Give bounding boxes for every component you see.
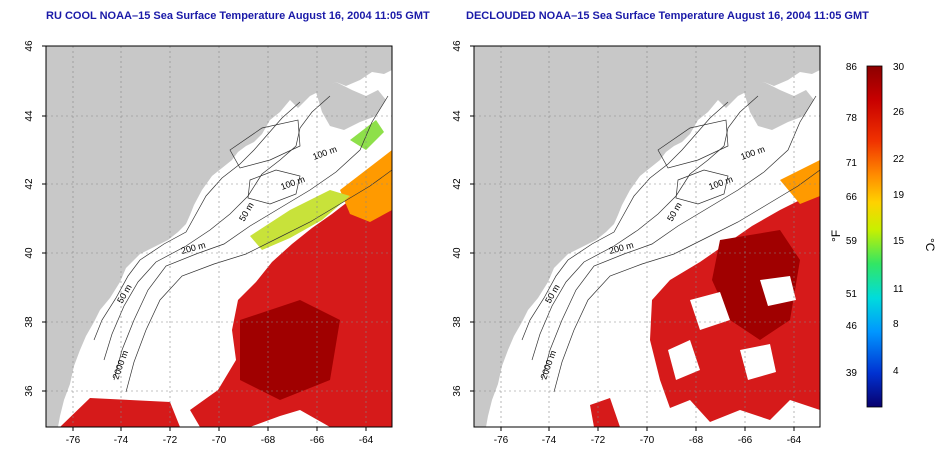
y-tick-label: 38 [452, 316, 463, 328]
celsius-tick: 30 [893, 62, 905, 73]
y-tick-label: 46 [452, 40, 463, 52]
contour-georges [247, 169, 301, 205]
y-tick-label: 36 [452, 385, 463, 397]
map-panel-left [46, 46, 392, 427]
celsius-tick: 19 [893, 190, 905, 201]
x-tick-label: -68 [261, 435, 276, 446]
land-mass [46, 46, 392, 427]
celsius-tick: 4 [893, 366, 899, 377]
fahrenheit-tick: 78 [846, 113, 858, 124]
fahrenheit-tick: 59 [846, 236, 858, 247]
nova-scotia [744, 82, 814, 130]
fahrenheit-tick: 86 [846, 62, 858, 73]
fahrenheit-tick: 51 [846, 289, 858, 300]
y-tick-label: 40 [452, 247, 463, 259]
contour-50m [521, 101, 729, 341]
x-tick-label: -74 [114, 435, 129, 446]
x-tick-label: -66 [310, 435, 325, 446]
x-tick-label: -76 [66, 435, 81, 446]
x-tick-label: -66 [738, 435, 753, 446]
title-left: RU COOL NOAA–15 Sea Surface Temperature … [46, 10, 430, 22]
sst-shelf-green [350, 120, 384, 150]
y-tick-label: 42 [24, 178, 35, 190]
y-tick-label: 44 [24, 110, 35, 122]
x-tick-label: -76 [494, 435, 509, 446]
sst-deep-red [240, 300, 340, 400]
celsius-tick: 22 [893, 154, 905, 165]
y-tick-label: 40 [24, 247, 35, 259]
celsius-tick: 26 [893, 107, 905, 118]
celsius-label: °C [923, 238, 937, 252]
x-tick-label: -72 [163, 435, 178, 446]
land-mass [474, 46, 820, 427]
fahrenheit-tick: 66 [846, 192, 858, 203]
contour-200m [541, 95, 817, 381]
title-right: DECLOUDED NOAA–15 Sea Surface Temperatur… [466, 10, 869, 22]
sst-orange-band [780, 160, 820, 204]
contour-gulf-maine [229, 119, 301, 169]
colorbar [866, 65, 883, 408]
y-tick-label: 36 [24, 385, 35, 397]
map-panel-right [474, 46, 820, 427]
nova-scotia [316, 82, 386, 130]
contour-50m [93, 101, 301, 341]
contour-gulf-maine [657, 119, 729, 169]
contour-100m [103, 95, 331, 361]
contour-2000m [125, 169, 392, 393]
contour-georges [675, 169, 729, 205]
fahrenheit-label: °F [829, 230, 843, 242]
y-tick-label: 46 [24, 40, 35, 52]
sst-south-warm [60, 398, 180, 427]
sst-yellow-green [250, 190, 350, 250]
x-tick-label: -74 [542, 435, 557, 446]
x-tick-label: -64 [359, 435, 374, 446]
y-tick-label: 42 [452, 178, 463, 190]
contour-200m [113, 95, 389, 381]
contour-100m [531, 95, 759, 361]
x-tick-label: -72 [591, 435, 606, 446]
fahrenheit-tick: 39 [846, 368, 858, 379]
celsius-tick: 11 [893, 284, 904, 295]
x-tick-label: -70 [212, 435, 227, 446]
y-tick-label: 44 [452, 110, 463, 122]
fahrenheit-tick: 71 [846, 158, 858, 169]
y-tick-label: 38 [24, 316, 35, 328]
sst-deep-red [712, 230, 800, 340]
x-tick-label: -64 [787, 435, 802, 446]
celsius-tick: 15 [893, 236, 905, 247]
contour-2000m [553, 169, 820, 393]
fahrenheit-tick: 46 [846, 321, 858, 332]
celsius-tick: 8 [893, 319, 899, 330]
sst-scatter [590, 398, 620, 427]
x-tick-label: -68 [689, 435, 704, 446]
x-tick-label: -70 [640, 435, 655, 446]
